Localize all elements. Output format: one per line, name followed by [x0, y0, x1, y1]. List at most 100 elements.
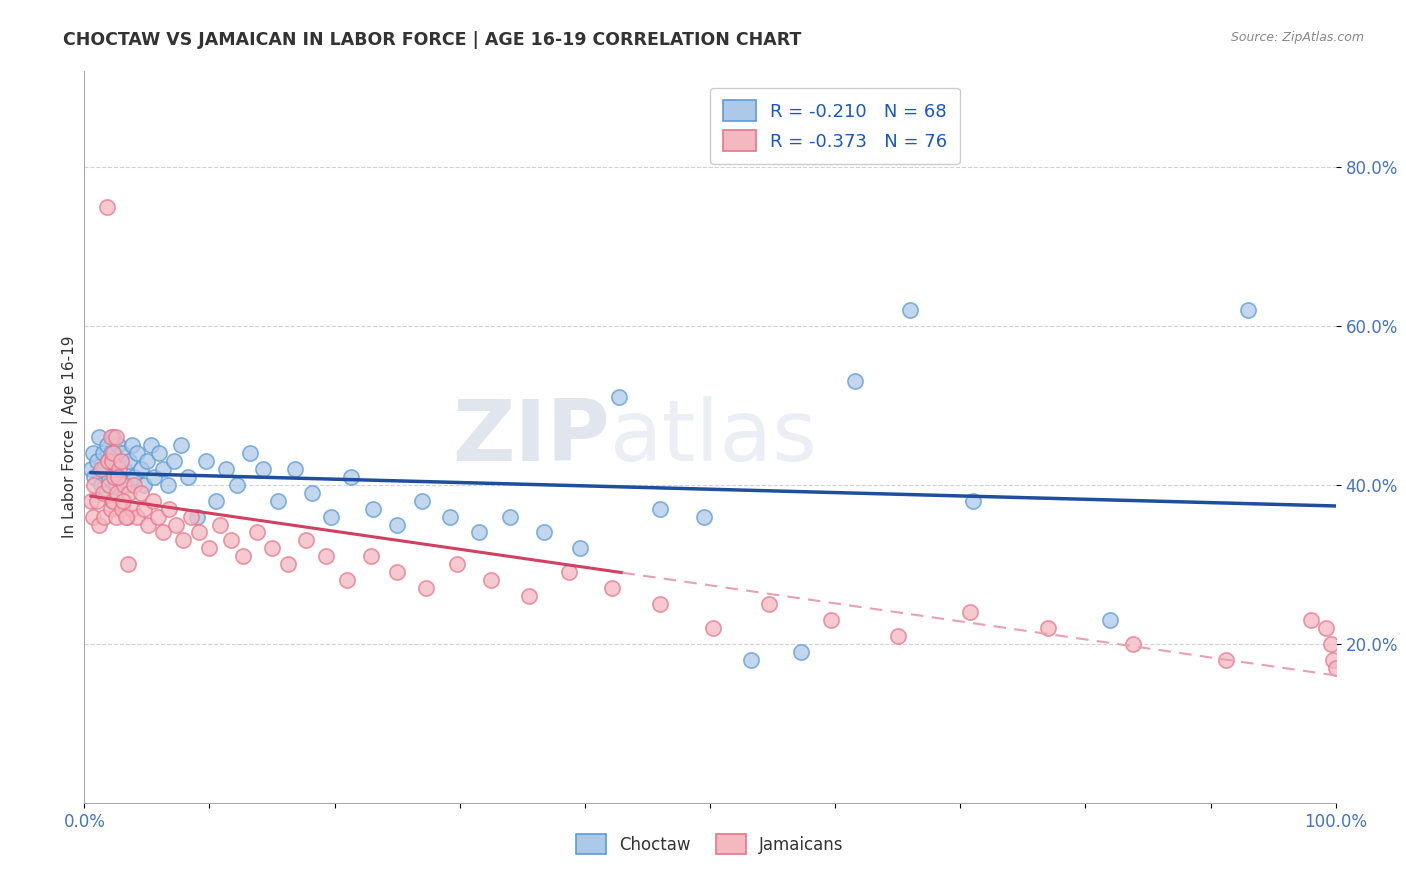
Point: [118, 454, 141, 468]
Point: [107, 438, 129, 452]
Point: [1319, 637, 1341, 651]
Point: [105, 485, 128, 500]
Point: [363, 501, 385, 516]
Point: [89, 430, 111, 444]
Point: [1299, 613, 1322, 627]
Point: [121, 501, 143, 516]
Point: [103, 462, 125, 476]
Point: [693, 509, 716, 524]
Point: [90, 477, 112, 491]
Point: [1322, 653, 1344, 667]
Point: [110, 454, 132, 468]
Point: [517, 589, 540, 603]
Point: [959, 605, 981, 619]
Point: [117, 558, 139, 572]
Point: [385, 566, 409, 580]
Point: [252, 462, 274, 476]
Point: [180, 509, 202, 524]
Point: [557, 566, 579, 580]
Point: [115, 477, 138, 491]
Point: [101, 454, 124, 468]
Point: [790, 645, 813, 659]
Point: [97, 454, 120, 468]
Point: [148, 446, 170, 460]
Point: [104, 509, 127, 524]
Text: atlas: atlas: [610, 395, 818, 479]
Point: [134, 501, 156, 516]
Point: [108, 470, 131, 484]
Point: [83, 470, 105, 484]
Point: [277, 558, 299, 572]
Point: [112, 477, 135, 491]
Point: [1122, 637, 1144, 651]
Point: [111, 446, 134, 460]
Point: [215, 462, 238, 476]
Point: [446, 558, 468, 572]
Point: [226, 477, 249, 491]
Point: [79, 493, 101, 508]
Point: [93, 509, 115, 524]
Point: [98, 477, 121, 491]
Point: [96, 438, 118, 452]
Point: [1315, 621, 1337, 635]
Point: [186, 509, 208, 524]
Legend: Choctaw, Jamaicans: Choctaw, Jamaicans: [569, 828, 851, 860]
Point: [887, 629, 910, 643]
Point: [267, 493, 290, 508]
Point: [114, 509, 136, 524]
Point: [101, 493, 124, 508]
Point: [198, 541, 221, 556]
Point: [439, 509, 461, 524]
Point: [148, 509, 170, 524]
Point: [602, 581, 624, 595]
Point: [143, 470, 166, 484]
Point: [152, 525, 174, 540]
Point: [104, 430, 127, 444]
Point: [91, 485, 114, 500]
Point: [315, 549, 337, 564]
Point: [467, 525, 489, 540]
Point: [246, 525, 269, 540]
Point: [177, 470, 200, 484]
Point: [82, 509, 104, 524]
Point: [107, 470, 129, 484]
Point: [83, 477, 105, 491]
Y-axis label: In Labor Force | Age 16-19: In Labor Force | Age 16-19: [62, 335, 79, 539]
Point: [411, 493, 433, 508]
Point: [101, 430, 124, 444]
Point: [284, 462, 307, 476]
Point: [165, 517, 187, 532]
Point: [94, 485, 117, 500]
Point: [91, 446, 114, 460]
Point: [89, 517, 111, 532]
Point: [319, 509, 342, 524]
Point: [136, 454, 159, 468]
Point: [1036, 621, 1059, 635]
Point: [97, 454, 120, 468]
Point: [1215, 653, 1237, 667]
Point: [96, 200, 118, 214]
Point: [152, 462, 174, 476]
Point: [129, 462, 152, 476]
Point: [336, 573, 359, 587]
Point: [1237, 302, 1260, 317]
Text: ZIP: ZIP: [453, 395, 610, 479]
Point: [98, 470, 121, 484]
Point: [208, 517, 231, 532]
Point: [648, 597, 671, 611]
Point: [301, 485, 323, 500]
Point: [82, 446, 104, 460]
Point: [568, 541, 591, 556]
Point: [262, 541, 284, 556]
Point: [93, 462, 115, 476]
Point: [295, 533, 318, 548]
Point: [108, 462, 131, 476]
Point: [90, 462, 112, 476]
Point: [820, 613, 842, 627]
Point: [121, 438, 143, 452]
Point: [204, 493, 226, 508]
Point: [134, 477, 156, 491]
Point: [100, 501, 122, 516]
Point: [159, 501, 181, 516]
Point: [702, 621, 724, 635]
